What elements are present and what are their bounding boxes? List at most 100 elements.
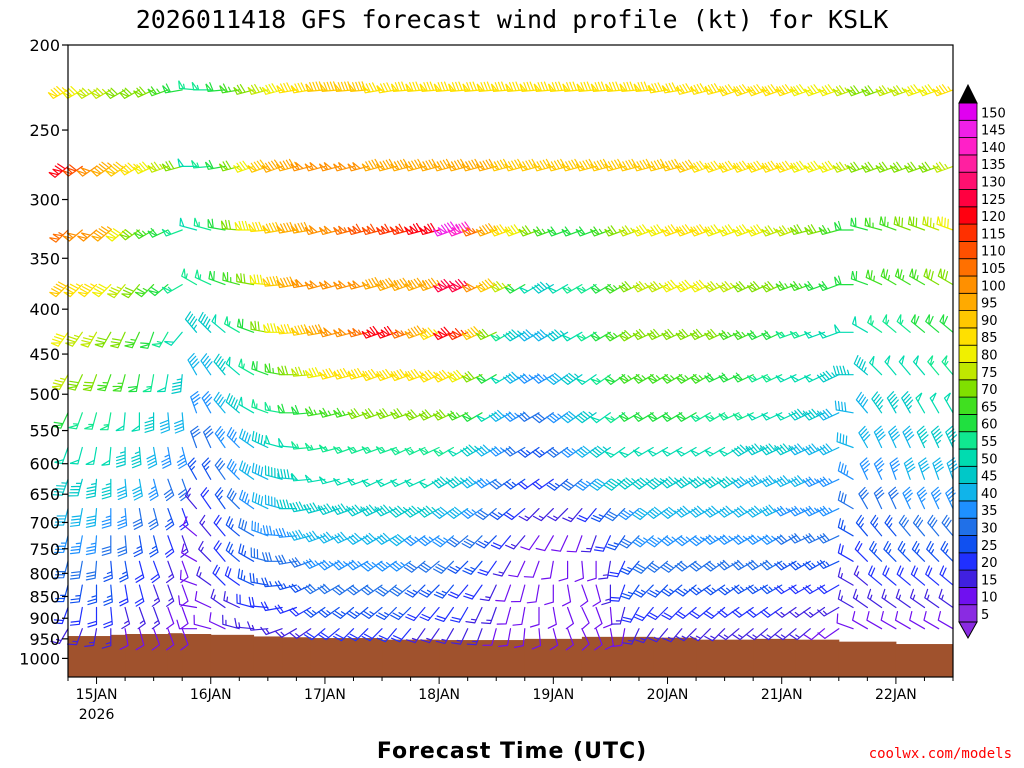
wind-barb [932, 457, 944, 480]
wind-barb [562, 584, 572, 607]
wind-barb [558, 560, 569, 582]
colorbar-box [958, 206, 978, 225]
wind-barb [361, 368, 383, 382]
wind-barb [193, 217, 212, 231]
wind-barb [418, 222, 440, 235]
wind-barb [184, 311, 198, 333]
wind-barb [898, 514, 911, 537]
wind-barb [881, 588, 897, 609]
wind-barb [376, 628, 397, 643]
wind-barb [190, 391, 201, 414]
wind-barb [151, 584, 161, 607]
wind-barb [49, 229, 69, 243]
wind-barb [505, 81, 526, 92]
colorbar-box [958, 240, 978, 260]
wind-barb [390, 446, 412, 456]
wind-barb [274, 604, 297, 614]
wind-barb [151, 331, 169, 348]
wind-barb [834, 324, 854, 333]
wind-barb [818, 84, 840, 97]
colorbar-box [958, 137, 978, 156]
wind-barb [303, 606, 326, 618]
wind-barb [870, 514, 883, 537]
colorbar-label: 150 [981, 106, 1006, 121]
wind-barb [593, 535, 611, 552]
wind-barb [180, 584, 189, 607]
terrain-segment-7 [282, 637, 312, 677]
wind-barb [946, 457, 959, 480]
wind-barb [68, 412, 83, 430]
wind-barb [262, 275, 283, 287]
wind-barb [618, 330, 640, 342]
wind-barb [389, 560, 412, 572]
wind-barb [702, 505, 726, 518]
wind-barb [731, 584, 754, 595]
wind-barb [618, 508, 640, 521]
wind-barb [732, 84, 754, 97]
wind-barb [546, 372, 569, 385]
wind-barb [404, 478, 426, 488]
wind-barb [146, 446, 158, 469]
wind-barb [803, 606, 826, 618]
wind-barb [218, 160, 240, 172]
wind-barb [151, 606, 161, 630]
wind-barb [54, 560, 69, 579]
wind-barb [101, 628, 112, 649]
colorbar-label: 40 [981, 487, 998, 502]
wind-barb [225, 541, 240, 562]
wind-barb [317, 606, 340, 618]
x-tick-label: 17JAN [304, 687, 346, 703]
wind-barb [182, 516, 198, 537]
colorbar-label: 70 [981, 383, 998, 398]
wind-barb [226, 488, 240, 510]
wind-barb [923, 268, 940, 286]
wind-barb [688, 535, 711, 547]
wind-barb [69, 560, 83, 580]
wind-barb [503, 411, 526, 422]
wind-barb [433, 81, 454, 92]
wind-barb [433, 584, 454, 599]
wind-barb [119, 229, 140, 241]
colorbar-box [958, 587, 978, 606]
colorbar-box [958, 154, 978, 173]
wind-barb [318, 628, 340, 641]
wind-barb [704, 160, 726, 173]
wind-barb [517, 329, 540, 342]
wind-barb [788, 443, 811, 456]
y-tick-label: 950 [29, 630, 60, 649]
wind-barb [164, 331, 183, 346]
wind-barb [317, 503, 340, 515]
wind-barb [418, 560, 440, 573]
wind-barb [647, 606, 669, 621]
wind-barb [238, 518, 255, 537]
wind-barb [318, 327, 340, 338]
wind-barb [562, 81, 583, 92]
colorbar-label: 15 [981, 573, 998, 588]
wind-barb [632, 535, 654, 548]
colorbar-label: 45 [981, 470, 998, 485]
wind-barb [233, 160, 255, 173]
wind-barb [119, 628, 129, 650]
wind-barb [836, 432, 854, 449]
wind-barb [251, 399, 269, 414]
wind-barb [926, 540, 940, 562]
wind-barb [47, 86, 69, 99]
wind-barb [581, 628, 590, 651]
wind-barb [103, 584, 113, 606]
wind-barb [598, 560, 611, 580]
wind-barb [489, 478, 512, 490]
wind-barb [211, 314, 226, 333]
wind-barb [133, 229, 155, 240]
wind-barb [675, 159, 697, 173]
wind-barb [261, 83, 283, 95]
wind-barb [237, 568, 255, 586]
wind-barb [490, 374, 512, 384]
wind-barb [433, 446, 454, 457]
wind-barb [432, 221, 460, 237]
wind-barb [703, 606, 726, 619]
y-tick-label: 550 [29, 422, 60, 441]
wind-barb [894, 268, 911, 286]
wind-barb [646, 224, 669, 237]
wind-barb [333, 280, 355, 290]
